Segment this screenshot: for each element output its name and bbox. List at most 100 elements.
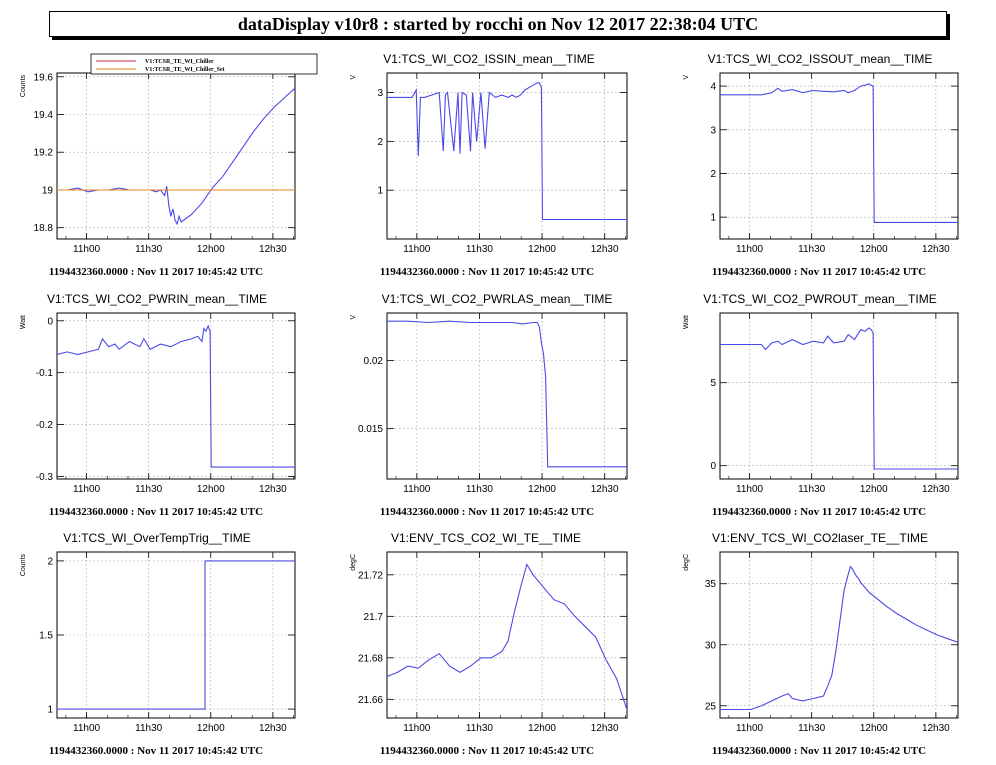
x-tick-label: 11h00 — [403, 484, 431, 495]
x-tick-label: 11h30 — [135, 244, 163, 255]
x-tick-label: 12h00 — [197, 484, 225, 495]
x-tick-label: 11h00 — [73, 484, 101, 495]
timestamp-footer: 1194432360.0000 : Nov 11 2017 10:45:42 U… — [49, 266, 263, 278]
y-axis-label: Counts — [20, 554, 27, 577]
y-tick-label: 19.4 — [34, 110, 54, 121]
x-tick-label: 11h00 — [736, 244, 764, 255]
series-line-1 — [720, 327, 958, 470]
pad-title: V1:TCS_WI_CO2_PWROUT_mean__TIME — [703, 292, 936, 306]
x-tick-label: 11h00 — [73, 723, 101, 734]
x-tick-label: 12h30 — [591, 723, 619, 734]
x-tick-label: 11h00 — [403, 244, 431, 255]
chart-pad-6: 11h00 11h30 12h00 12h30 0 5 Watt V1:TCS_WI_CO2_… — [683, 292, 959, 518]
x-tick-label: 12h00 — [860, 723, 888, 734]
x-tick-label: 11h30 — [466, 484, 494, 495]
chart-pad-4: 11h00 11h30 12h00 12h30 -0.3 -0.2 -0.1 0 Watt V1:… — [20, 292, 296, 518]
y-tick-label: 3 — [710, 125, 716, 136]
x-tick-label: 12h00 — [197, 244, 225, 255]
legend: V1:TCSR_TE_WI_Chiller V1:TCSR_TE_WI_Chill… — [90, 53, 318, 75]
x-tick-label: 11h30 — [466, 723, 494, 734]
y-tick-label: 0.015 — [358, 424, 383, 435]
display-title: dataDisplay v10r8 : started by rocchi on… — [49, 11, 947, 37]
plot-frame — [719, 551, 959, 719]
y-tick-label: 3 — [377, 88, 383, 99]
y-tick-label: 1 — [377, 186, 383, 197]
series-line-1 — [387, 82, 627, 221]
y-axis-label: Counts — [20, 75, 27, 98]
y-tick-label: -0.3 — [36, 472, 54, 483]
series-line-1 — [57, 324, 295, 468]
y-tick-label: 4 — [710, 82, 716, 93]
x-tick-label: 11h00 — [736, 723, 764, 734]
x-tick-label: 11h00 — [73, 244, 101, 255]
series-line-1 — [387, 563, 627, 710]
x-tick-label: 12h30 — [922, 244, 950, 255]
x-tick-label: 12h00 — [528, 484, 556, 495]
x-tick-label: 12h30 — [591, 484, 619, 495]
x-tick-label: 12h00 — [528, 244, 556, 255]
pad-title: V1:ENV_TCS_WI_CO2laser_TE__TIME — [712, 531, 928, 545]
y-axis-label: V — [683, 75, 690, 80]
plot-frame — [719, 72, 959, 240]
pad-title: V1:TCS_WI_CO2_ISSOUT_mean__TIME — [708, 52, 933, 66]
x-tick-label: 11h00 — [736, 484, 764, 495]
y-tick-label: 2 — [47, 556, 53, 567]
y-tick-label: 5 — [710, 378, 716, 389]
y-tick-label: 21.7 — [364, 612, 384, 623]
x-tick-label: 12h30 — [591, 244, 619, 255]
timestamp-footer: 1194432360.0000 : Nov 11 2017 10:45:42 U… — [49, 506, 263, 518]
y-axis-label: degC — [683, 554, 690, 571]
x-tick-label: 12h00 — [860, 244, 888, 255]
y-axis-label: V — [350, 75, 357, 80]
x-tick-label: 11h00 — [403, 723, 431, 734]
y-tick-label: 18.8 — [34, 223, 54, 234]
timestamp-footer: 1194432360.0000 : Nov 11 2017 10:45:42 U… — [712, 745, 926, 757]
x-tick-label: 12h30 — [259, 484, 287, 495]
y-tick-label: 2 — [377, 137, 383, 148]
y-tick-label: 21.68 — [358, 653, 383, 664]
pad-title: V1:TCS_WI_CO2_ISSIN_mean__TIME — [383, 52, 594, 66]
y-tick-label: -0.1 — [36, 368, 54, 379]
legend-entry: V1:TCSR_TE_WI_Chiller_Set — [145, 67, 225, 73]
y-tick-label: 21.72 — [358, 570, 383, 581]
y-tick-label: 1 — [710, 213, 716, 224]
x-tick-label: 12h00 — [860, 484, 888, 495]
series-line-1 — [57, 560, 295, 710]
x-tick-label: 11h30 — [798, 244, 826, 255]
y-tick-label: 0 — [47, 316, 53, 327]
chart-pad-1: 11h00 11h30 12h00 12h30 18.8 19 19.2 19.4 19.6 Co… — [20, 53, 318, 278]
x-tick-label: 11h30 — [466, 244, 494, 255]
chart-pad-5: 11h00 11h30 12h00 12h30 0.015 0.02 V V1:TCS_WI_… — [350, 292, 628, 518]
timestamp-footer: 1194432360.0000 : Nov 11 2017 10:45:42 U… — [380, 266, 594, 278]
timestamp-footer: 1194432360.0000 : Nov 11 2017 10:45:42 U… — [380, 745, 594, 757]
chart-pad-9: 11h00 11h30 12h00 12h30 25 30 35 degC V1:ENV_TCS… — [683, 531, 959, 757]
y-axis-label: V — [350, 315, 357, 320]
y-tick-label: 0 — [710, 461, 716, 472]
series-line-1 — [387, 320, 627, 468]
plot-frame — [719, 312, 959, 480]
timestamp-footer: 1194432360.0000 : Nov 11 2017 10:45:42 U… — [49, 745, 263, 757]
y-tick-label: 30 — [705, 640, 717, 651]
plot-frame — [386, 72, 628, 240]
plot-frame — [56, 72, 296, 240]
y-tick-label: 19 — [42, 185, 54, 196]
y-axis-label: Watt — [683, 315, 690, 329]
pad-title: V1:ENV_TCS_CO2_WI_TE__TIME — [391, 531, 581, 545]
y-tick-label: -0.2 — [36, 420, 54, 431]
x-tick-label: 11h30 — [798, 484, 826, 495]
x-tick-label: 12h30 — [922, 484, 950, 495]
x-tick-label: 11h30 — [798, 723, 826, 734]
chart-pad-3: 11h00 11h30 12h00 12h30 1 2 3 4 V V1:TCS_WI_CO2_I… — [683, 52, 959, 278]
chart-pad-8: 11h00 11h30 12h00 12h30 21.66 21.68 21.7 21.72d… — [350, 531, 628, 757]
series-line-1 — [720, 83, 958, 223]
y-tick-label: 19.6 — [34, 72, 54, 83]
plot-frame — [386, 312, 628, 480]
chart-pad-7: 11h00 11h30 12h00 12h30 1 1.5 2 Counts V1:TCS_WI… — [20, 531, 296, 757]
plot-frame — [56, 551, 296, 719]
timestamp-footer: 1194432360.0000 : Nov 11 2017 10:45:42 U… — [712, 506, 926, 518]
timestamp-footer: 1194432360.0000 : Nov 11 2017 10:45:42 U… — [712, 266, 926, 278]
pad-title: V1:TCS_WI_OverTempTrig__TIME — [63, 531, 251, 545]
x-tick-label: 12h00 — [528, 723, 556, 734]
legend-entry: V1:TCSR_TE_WI_Chiller — [145, 59, 214, 65]
